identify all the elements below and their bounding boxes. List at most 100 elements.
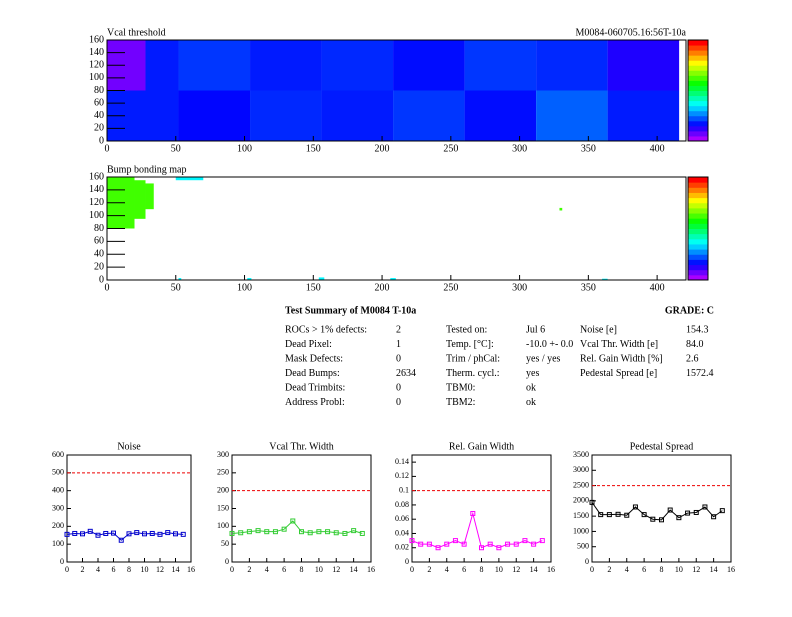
data-point [426, 541, 432, 547]
data-point [118, 537, 124, 543]
x-tick-label: 16 [187, 565, 195, 574]
data-point [165, 530, 171, 536]
colorbar-step [688, 45, 708, 51]
x-tick-label: 10 [495, 565, 503, 574]
data-point [307, 530, 313, 536]
x-tick-label: 6 [282, 565, 286, 574]
x-tick-label: 400 [650, 282, 665, 293]
colorbar-step [688, 130, 708, 137]
chart-title: Bump bonding map [107, 164, 186, 175]
heatmap-cell [321, 40, 394, 91]
heatmap-cell [134, 180, 146, 219]
colorbar-step [688, 233, 708, 240]
data-point [238, 530, 244, 536]
x-tick-label: 50 [171, 143, 181, 154]
y-tick-label: 160 [89, 34, 104, 45]
x-tick-label: 2 [607, 565, 611, 574]
heatmap-cell [175, 177, 204, 181]
x-tick-label: 4 [625, 565, 629, 574]
y-tick-label: 120 [89, 197, 104, 208]
data-point [72, 530, 78, 536]
chart-title: Noise [117, 441, 141, 452]
colorbar-step [688, 213, 708, 219]
heatmap-cell [178, 40, 251, 91]
data-point [95, 532, 101, 538]
y-tick-label: 80 [94, 85, 104, 96]
x-tick-label: 250 [443, 143, 458, 154]
data-point [126, 531, 132, 537]
x-tick-label: 16 [367, 565, 375, 574]
x-tick-label: 10 [141, 565, 149, 574]
data-point [539, 538, 545, 544]
y-tick-label: 60 [94, 97, 104, 108]
x-tick-label: 100 [237, 143, 252, 154]
data-point [685, 510, 691, 516]
x-tick-label: 6 [462, 565, 466, 574]
x-tick-label: 150 [306, 143, 321, 154]
summary-value: 154.3 [686, 324, 709, 335]
y-tick-label: 300 [217, 450, 229, 459]
summary-label: Trim / phCal: [446, 353, 500, 364]
summary-value: 0 [396, 353, 401, 364]
data-point [615, 511, 621, 517]
colorbar-step [688, 259, 708, 266]
heatmap-cell [607, 40, 680, 91]
y-tick-label: 50 [221, 539, 229, 548]
heatmap-cell [145, 40, 179, 91]
y-tick-label: 0 [585, 557, 589, 566]
colorbar-step [688, 192, 708, 199]
y-tick-label: 0 [405, 557, 409, 566]
x-tick-label: 10 [315, 565, 323, 574]
x-tick-label: 14 [350, 565, 358, 574]
data-point [641, 512, 647, 518]
data-point [180, 531, 186, 537]
y-tick-label: 1000 [573, 526, 589, 535]
colorbar-step [688, 115, 708, 122]
data-point [598, 512, 604, 518]
summary-label: TBM2: [446, 397, 475, 408]
y-tick-label: 0.12 [395, 471, 409, 480]
summary-value: 84.0 [686, 339, 704, 350]
colorbar-step [688, 197, 708, 204]
x-tick-label: 200 [375, 282, 390, 293]
y-tick-label: 100 [89, 210, 104, 221]
data-point [659, 517, 664, 523]
heatmap-cell [464, 40, 537, 91]
y-tick-label: 0.1 [399, 485, 409, 494]
colorbar-step [688, 120, 708, 127]
data-point [711, 514, 717, 520]
y-tick-label: 20 [94, 261, 104, 272]
x-tick-label: 12 [512, 565, 520, 574]
x-tick-label: 50 [171, 282, 181, 293]
data-point [342, 530, 348, 536]
heatmap-cell [250, 40, 322, 91]
data-point [157, 531, 163, 537]
heatmap-cell [464, 90, 537, 141]
data-point [470, 510, 476, 516]
heatmap-cell [247, 278, 252, 280]
summary-title: Test Summary of M0084 T-10a [285, 305, 416, 316]
y-tick-label: 140 [89, 47, 104, 58]
data-point [351, 528, 357, 534]
y-tick-label: 0.06 [395, 514, 409, 523]
y-tick-label: 1500 [573, 511, 589, 520]
x-tick-label: 14 [172, 565, 180, 574]
data-point [299, 529, 304, 535]
x-tick-label: 200 [375, 143, 390, 154]
y-tick-label: 3500 [573, 450, 589, 459]
y-tick-label: 0.04 [395, 528, 409, 537]
summary-value: 1572.4 [686, 368, 714, 379]
data-point [173, 531, 178, 537]
heatmap-cell [559, 207, 563, 211]
x-tick-label: 16 [727, 565, 735, 574]
data-point [409, 538, 415, 544]
data-point [650, 516, 656, 522]
data-line [411, 511, 543, 549]
y-tick-label: 40 [94, 110, 104, 121]
y-tick-label: 0.14 [395, 457, 409, 466]
summary-label: Tested on: [446, 324, 487, 335]
x-tick-label: 0 [410, 565, 414, 574]
summary-label: ROCs > 1% defects: [285, 324, 367, 335]
y-tick-label: 80 [94, 223, 104, 234]
